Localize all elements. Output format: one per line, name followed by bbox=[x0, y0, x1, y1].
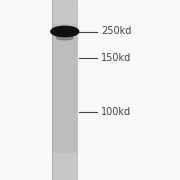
Text: 250kd: 250kd bbox=[101, 26, 131, 37]
Bar bbox=[52, 84, 77, 87]
Bar bbox=[52, 150, 77, 153]
Bar bbox=[52, 111, 77, 114]
Bar bbox=[52, 66, 77, 69]
Bar bbox=[52, 99, 77, 102]
Bar bbox=[52, 69, 77, 72]
Bar bbox=[52, 12, 77, 15]
Bar bbox=[52, 48, 77, 51]
Ellipse shape bbox=[51, 26, 79, 37]
Bar bbox=[52, 168, 77, 171]
Bar bbox=[52, 105, 77, 108]
Bar bbox=[52, 33, 77, 36]
Bar bbox=[52, 36, 77, 39]
Bar bbox=[52, 90, 77, 93]
Bar bbox=[52, 120, 77, 123]
Bar bbox=[52, 3, 77, 6]
Bar bbox=[52, 171, 77, 174]
Bar bbox=[52, 117, 77, 120]
Ellipse shape bbox=[57, 36, 73, 40]
Bar bbox=[52, 39, 77, 42]
Text: 100kd: 100kd bbox=[101, 107, 131, 117]
Bar bbox=[52, 15, 77, 18]
Bar bbox=[52, 147, 77, 150]
Bar bbox=[52, 138, 77, 141]
Bar bbox=[52, 177, 77, 180]
Bar bbox=[52, 144, 77, 147]
Bar bbox=[52, 27, 77, 30]
Bar bbox=[52, 21, 77, 24]
Bar bbox=[52, 51, 77, 54]
Bar bbox=[52, 42, 77, 45]
Bar bbox=[52, 126, 77, 129]
Bar bbox=[52, 6, 77, 9]
Bar bbox=[52, 96, 77, 99]
Bar bbox=[52, 114, 77, 117]
Bar bbox=[52, 102, 77, 105]
Bar bbox=[52, 78, 77, 81]
Bar bbox=[52, 30, 77, 33]
Bar bbox=[52, 72, 77, 75]
Bar bbox=[52, 57, 77, 60]
Bar bbox=[52, 9, 77, 12]
Bar bbox=[52, 162, 77, 165]
Bar bbox=[52, 123, 77, 126]
Bar bbox=[52, 63, 77, 66]
Bar bbox=[52, 129, 77, 132]
Bar bbox=[52, 24, 77, 27]
Bar bbox=[52, 174, 77, 177]
Bar bbox=[52, 18, 77, 21]
Bar bbox=[52, 165, 77, 168]
Bar bbox=[52, 132, 77, 135]
Bar bbox=[52, 0, 77, 3]
Bar bbox=[52, 159, 77, 162]
Text: 150kd: 150kd bbox=[101, 53, 131, 63]
Bar bbox=[52, 54, 77, 57]
Bar bbox=[52, 45, 77, 48]
Bar bbox=[52, 60, 77, 63]
Bar bbox=[52, 156, 77, 159]
Bar bbox=[52, 75, 77, 78]
Bar bbox=[52, 81, 77, 84]
Bar bbox=[52, 153, 77, 156]
Bar bbox=[52, 135, 77, 138]
Bar bbox=[52, 93, 77, 96]
Bar bbox=[52, 108, 77, 111]
Bar bbox=[52, 141, 77, 144]
Bar bbox=[52, 87, 77, 90]
